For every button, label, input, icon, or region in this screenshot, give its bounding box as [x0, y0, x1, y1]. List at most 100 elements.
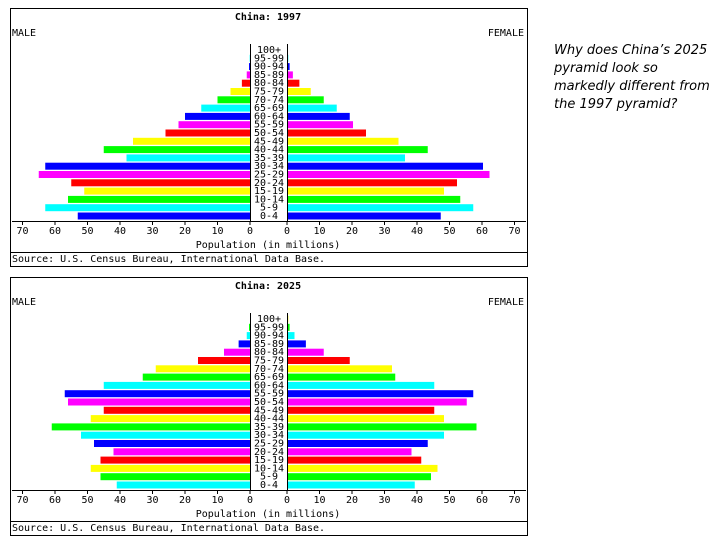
x-tick-label: 50 [81, 495, 93, 506]
bar-female [288, 71, 293, 79]
x-tick-label: 40 [411, 226, 423, 237]
bar-female [288, 129, 366, 137]
bar-male [84, 187, 250, 195]
bar-male [94, 440, 250, 447]
legend-female: FEMALE [488, 28, 524, 39]
bar-female [288, 212, 441, 220]
chart-title: China: 2025 [235, 280, 301, 292]
bar-male [68, 195, 250, 203]
age-label: 100+ [257, 314, 281, 325]
age-label: 5-9 [260, 203, 278, 214]
bar-female [288, 365, 392, 373]
bar-male [90, 464, 250, 472]
bar-male [142, 373, 250, 381]
age-label: 90-94 [254, 331, 284, 342]
x-tick-label: 20 [179, 495, 191, 506]
bar-female [288, 423, 477, 431]
age-label: 30-34 [254, 161, 284, 172]
bar-female [288, 104, 337, 112]
bar-female [288, 121, 353, 129]
bar-male [198, 357, 250, 364]
bar-male [45, 204, 250, 212]
bar-female [288, 79, 300, 87]
bar-female [288, 63, 290, 71]
age-label: 20-24 [254, 447, 284, 458]
x-tick-label: 60 [476, 226, 488, 237]
age-label: 100+ [257, 45, 281, 56]
age-label: 85-89 [254, 339, 284, 350]
bar-male [185, 112, 250, 120]
age-label: 70-74 [254, 95, 284, 106]
bar-female [288, 348, 324, 356]
bar-female [288, 431, 444, 439]
bar-male [116, 481, 250, 489]
x-tick-label: 50 [443, 226, 455, 237]
bar-female [288, 112, 350, 120]
x-tick-label: 30 [378, 495, 390, 506]
legend-female: FEMALE [488, 297, 524, 308]
bar-male [81, 431, 250, 439]
bar-male [217, 96, 250, 104]
x-tick-label: 60 [49, 226, 61, 237]
bar-male [178, 121, 250, 129]
age-label: 0-4 [260, 211, 278, 222]
x-tick-label: 70 [16, 495, 28, 506]
age-label: 25-29 [254, 439, 284, 450]
legend-male: MALE [12, 297, 36, 308]
age-label: 50-54 [254, 397, 284, 408]
bar-female [288, 146, 428, 154]
age-label: 55-59 [254, 389, 284, 400]
age-label: 95-99 [254, 53, 284, 64]
bar-male [201, 104, 250, 112]
bar-female [288, 195, 461, 203]
age-label: 50-54 [254, 128, 284, 139]
x-tick-label: 40 [114, 226, 126, 237]
bar-female [288, 162, 483, 170]
bar-male [68, 398, 250, 406]
x-tick-label: 10 [313, 226, 325, 237]
x-tick-label: 40 [114, 495, 126, 506]
age-label: 45-49 [254, 136, 284, 147]
bar-female [288, 187, 444, 195]
bar-female [288, 96, 324, 104]
source: Source: U.S. Census Bureau, Internationa… [12, 254, 325, 265]
age-label: 20-24 [254, 178, 284, 189]
x-tick-label: 50 [81, 226, 93, 237]
bar-female [288, 204, 474, 212]
bar-male [126, 154, 250, 162]
bar-male [249, 63, 250, 71]
bar-female [288, 456, 422, 464]
x-tick-label: 30 [378, 226, 390, 237]
bar-female [288, 332, 295, 340]
bar-male [103, 406, 250, 414]
x-tick-label: 20 [179, 226, 191, 237]
bar-female [288, 398, 467, 406]
bar-female [288, 390, 474, 398]
x-tick-label: 10 [211, 226, 223, 237]
age-label: 40-44 [254, 145, 284, 156]
x-tick-label: 10 [211, 495, 223, 506]
age-label: 35-39 [254, 153, 284, 164]
bar-female [288, 88, 311, 95]
age-label: 5-9 [260, 472, 278, 483]
bar-male [224, 348, 250, 356]
x-axis-label: Population (in millions) [196, 509, 341, 520]
bar-male [100, 473, 250, 481]
bar-female [288, 481, 415, 489]
x-tick-label: 50 [443, 495, 455, 506]
bar-male [113, 448, 250, 456]
age-label: 35-39 [254, 422, 284, 433]
x-tick-label: 0 [247, 495, 253, 506]
bar-female [288, 473, 431, 481]
x-tick-label: 30 [146, 226, 158, 237]
bar-male [45, 162, 250, 170]
age-label: 90-94 [254, 62, 284, 73]
bar-female [288, 464, 438, 472]
bar-male [230, 88, 250, 95]
age-label: 60-64 [254, 111, 284, 122]
age-label: 65-69 [254, 372, 284, 383]
bar-male [249, 323, 250, 331]
age-label: 10-14 [254, 194, 284, 205]
bar-female [288, 340, 306, 348]
